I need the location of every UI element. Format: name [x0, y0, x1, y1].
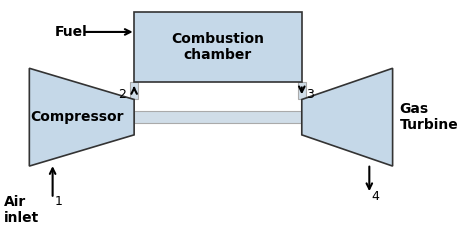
Text: Gas
Turbine: Gas Turbine [400, 102, 458, 132]
Text: 1: 1 [55, 195, 63, 207]
Bar [134, 111, 302, 123]
Text: 3: 3 [307, 88, 314, 101]
Text: Air
inlet: Air inlet [4, 195, 39, 225]
Bar [298, 82, 306, 99]
Polygon shape [29, 68, 134, 166]
Bar [134, 12, 302, 82]
Bar [130, 82, 138, 99]
Polygon shape [302, 68, 392, 166]
Text: Compressor: Compressor [30, 110, 124, 124]
Text: Combustion
chamber: Combustion chamber [172, 32, 264, 62]
Text: 2: 2 [118, 88, 126, 101]
Text: Fuel: Fuel [55, 25, 88, 39]
Text: 4: 4 [372, 190, 380, 203]
